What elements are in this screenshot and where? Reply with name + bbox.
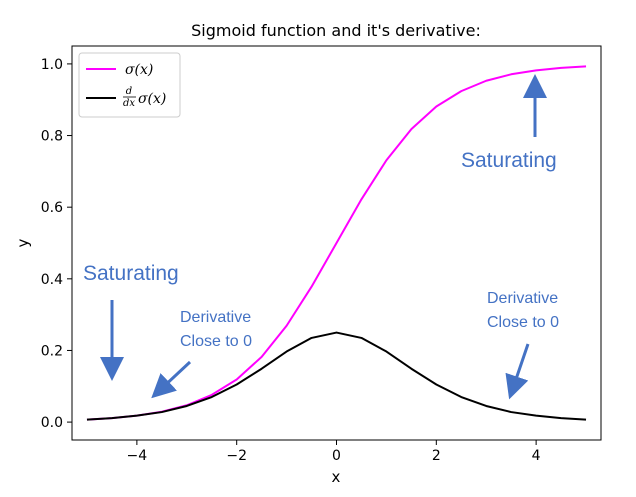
y-tick-label: 0.4 [41, 272, 63, 288]
x-tick-label: 4 [532, 448, 541, 464]
annotation-saturating-left: Saturating [83, 262, 179, 285]
axis-ticks: −4 −2 0 2 4 0.0 0.2 0.4 0.6 0.8 1.0 [41, 57, 541, 464]
x-tick-label: 0 [332, 448, 341, 464]
plot-frame [71, 45, 602, 441]
arrow-derivative-left [151, 360, 192, 399]
chart-title: Sigmoid function and it's derivative: [191, 21, 481, 40]
legend-frac-numerator: d [126, 86, 132, 97]
legend-label-sigma: σ(x) [125, 62, 153, 78]
annotation-derivative-right-line2: Close to 0 [487, 314, 559, 331]
annotation-derivative-left-line1: Derivative [180, 309, 251, 326]
x-axis-label: x [332, 468, 341, 486]
x-tick-label: −2 [226, 448, 247, 464]
y-tick-label: 0.6 [41, 200, 63, 216]
y-tick-label: 1.0 [41, 57, 63, 73]
y-axis-label: y [14, 238, 32, 247]
arrow-derivative-right [505, 343, 530, 400]
x-tick-label: 2 [432, 448, 441, 464]
annotation-derivative-left-line2: Close to 0 [180, 333, 252, 350]
y-tick-label: 0.0 [41, 415, 63, 431]
y-tick-label: 0.8 [41, 129, 63, 145]
series-group [86, 65, 587, 421]
series-line-derivative [86, 331, 587, 421]
legend-label-derivative: σ(x) [138, 91, 166, 107]
x-tick-label: −4 [127, 448, 148, 464]
annotation-saturating-right: Saturating [461, 149, 557, 172]
annotations: Saturating Saturating Derivative Close t… [83, 74, 559, 400]
y-tick-label: 0.2 [41, 343, 63, 359]
legend-frac-denominator: dx [123, 98, 135, 109]
legend: σ(x) d dx σ(x) [78, 52, 181, 118]
annotation-derivative-right-line1: Derivative [487, 290, 558, 307]
